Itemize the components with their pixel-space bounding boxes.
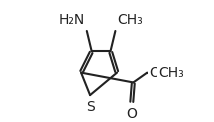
Text: CH₃: CH₃: [158, 66, 184, 80]
Text: CH₃: CH₃: [117, 13, 143, 27]
Text: S: S: [86, 100, 94, 114]
Text: H₂N: H₂N: [59, 13, 85, 27]
Text: O: O: [126, 107, 137, 121]
Text: O: O: [149, 66, 160, 80]
